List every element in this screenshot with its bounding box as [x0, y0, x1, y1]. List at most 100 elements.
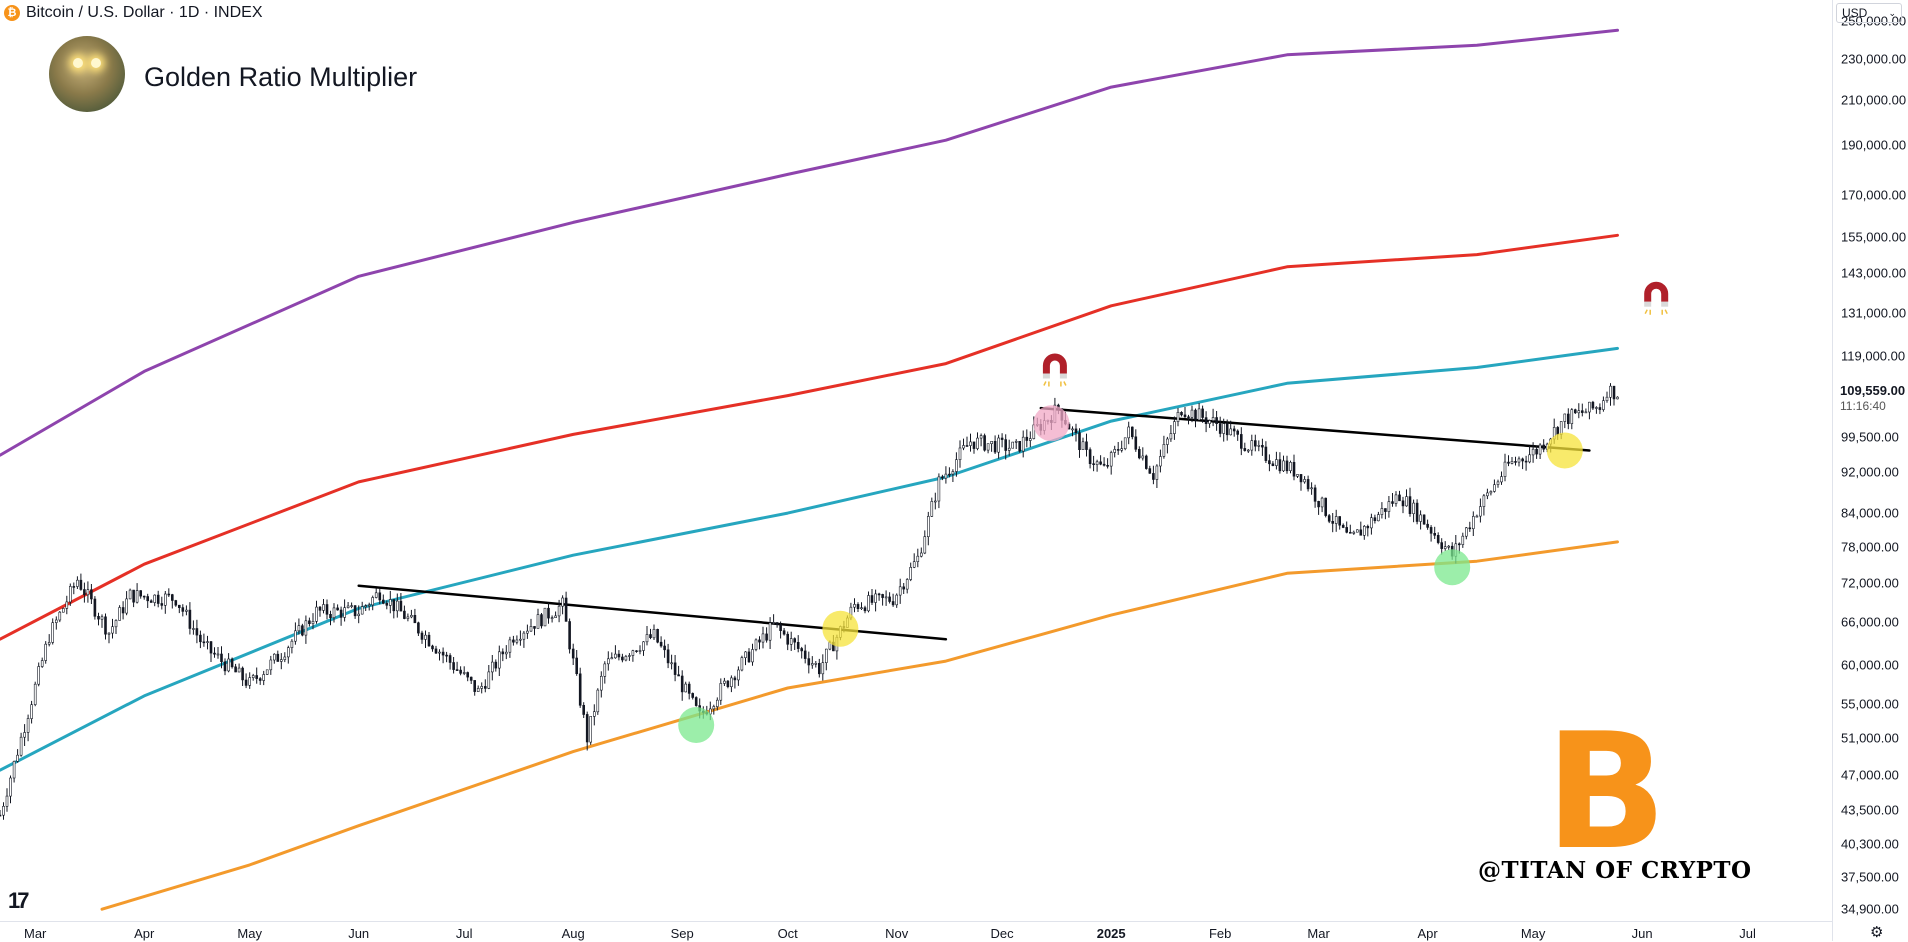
candle-body: [237, 667, 241, 673]
candle-body: [617, 653, 621, 658]
candle-body: [51, 622, 55, 643]
candle-body: [248, 677, 251, 686]
time-tick-label: Apr: [1417, 926, 1438, 941]
candle-body: [1331, 520, 1334, 524]
candle-body: [61, 608, 65, 613]
candle-body: [1384, 508, 1387, 512]
candle-body: [1408, 496, 1412, 515]
candle-body: [1236, 430, 1239, 435]
candle-body: [202, 641, 206, 644]
candle-body: [1021, 436, 1025, 452]
candle-body: [596, 689, 600, 713]
candle-body: [54, 619, 58, 623]
candle-body: [1517, 458, 1521, 463]
candle-body: [1204, 417, 1208, 425]
chevron-down-icon: ⌄: [1888, 7, 1896, 18]
candle-body: [1465, 527, 1468, 537]
candle-body: [1605, 396, 1609, 402]
candle-body: [1581, 410, 1584, 413]
candle-body: [585, 714, 589, 743]
candle-body: [128, 589, 132, 600]
candle-body: [178, 604, 181, 609]
candle-body: [125, 598, 128, 614]
candle-body: [403, 610, 406, 619]
candle-body: [434, 648, 438, 654]
time-tick-label: Dec: [990, 926, 1014, 941]
candle-body: [1370, 517, 1373, 529]
candle-body: [508, 639, 512, 653]
candle-body: [631, 650, 635, 656]
candle-body: [1109, 452, 1113, 467]
candle-body: [308, 620, 311, 624]
candle-body: [1201, 408, 1204, 418]
candle-body: [1208, 420, 1211, 424]
chart-area[interactable]: [0, 0, 1832, 921]
candle-body: [1577, 410, 1581, 414]
candle-body: [1025, 436, 1029, 441]
candle-body: [1014, 440, 1018, 443]
candle-body: [582, 704, 586, 715]
candle-body: [1071, 428, 1074, 431]
candle-body: [339, 609, 343, 618]
candle-body: [969, 441, 972, 446]
candle-body: [765, 633, 768, 641]
candle-body: [606, 658, 610, 665]
candle-body: [1141, 455, 1145, 459]
candle-body: [1535, 448, 1538, 455]
candle-body: [737, 669, 740, 681]
price-tick-label: 72,000.00: [1841, 575, 1899, 591]
candle-body: [902, 586, 906, 590]
candle-body: [441, 651, 445, 656]
candle-body: [888, 596, 891, 602]
candle-body: [628, 655, 631, 657]
candle-body: [1074, 428, 1078, 433]
candle-body: [547, 607, 550, 619]
candle-body: [192, 628, 195, 630]
candle-body: [227, 658, 230, 672]
chart-plot[interactable]: [0, 0, 1832, 921]
candle-body: [357, 613, 361, 616]
candle-body: [1556, 427, 1559, 435]
candle-body: [814, 662, 818, 665]
candle-body: [1004, 439, 1008, 451]
candle-body: [58, 611, 62, 621]
candle-body: [1429, 527, 1433, 534]
candle-body: [512, 639, 515, 643]
candle-body: [111, 626, 114, 634]
band-line-1: [0, 233, 1619, 641]
candle-body: [1528, 454, 1531, 463]
price-axis[interactable]: 250,000.00 230,000.00 210,000.00 190,000.00…: [1832, 0, 1908, 941]
candle-body: [26, 718, 30, 733]
candle-body: [1401, 500, 1405, 507]
symbol-header[interactable]: ₿ Bitcoin / U.S. Dollar · 1D · INDEX: [4, 2, 263, 24]
candle-body: [1155, 465, 1159, 480]
price-tick-label: 43,500.00: [1841, 802, 1899, 818]
candle-body: [37, 666, 41, 685]
candle-body: [772, 622, 775, 624]
candle-body: [962, 445, 965, 449]
gear-icon[interactable]: ⚙: [1870, 924, 1884, 941]
currency-select[interactable]: USD ⌄: [1836, 3, 1902, 23]
candle-body: [286, 647, 290, 658]
band-line-2: [0, 346, 1619, 772]
time-axis[interactable]: Mar Apr May Jun Jul Aug Sep Oct Nov Dec 2025 Feb Mar…: [0, 921, 1832, 942]
candle-body: [364, 605, 368, 608]
candle-body: [1232, 428, 1236, 432]
candle-body: [1394, 494, 1398, 504]
magnet-icon: [1644, 281, 1669, 315]
candle-body: [715, 699, 719, 707]
avatar-eye-icon: [91, 58, 101, 68]
candle-body: [69, 586, 72, 603]
tradingview-logo-icon[interactable]: 17: [8, 888, 30, 913]
candle-body: [1268, 460, 1271, 465]
candle-body: [121, 607, 125, 614]
price-tick-label: 92,000.00: [1841, 464, 1899, 480]
candle-body: [533, 626, 536, 629]
candle-body: [1176, 411, 1180, 422]
time-tick-label: Oct: [777, 926, 798, 941]
candle-body: [1363, 525, 1366, 536]
candle-body: [1458, 543, 1461, 546]
candle-body: [691, 693, 695, 698]
candle-body: [1412, 502, 1415, 515]
candle-body: [83, 589, 86, 596]
